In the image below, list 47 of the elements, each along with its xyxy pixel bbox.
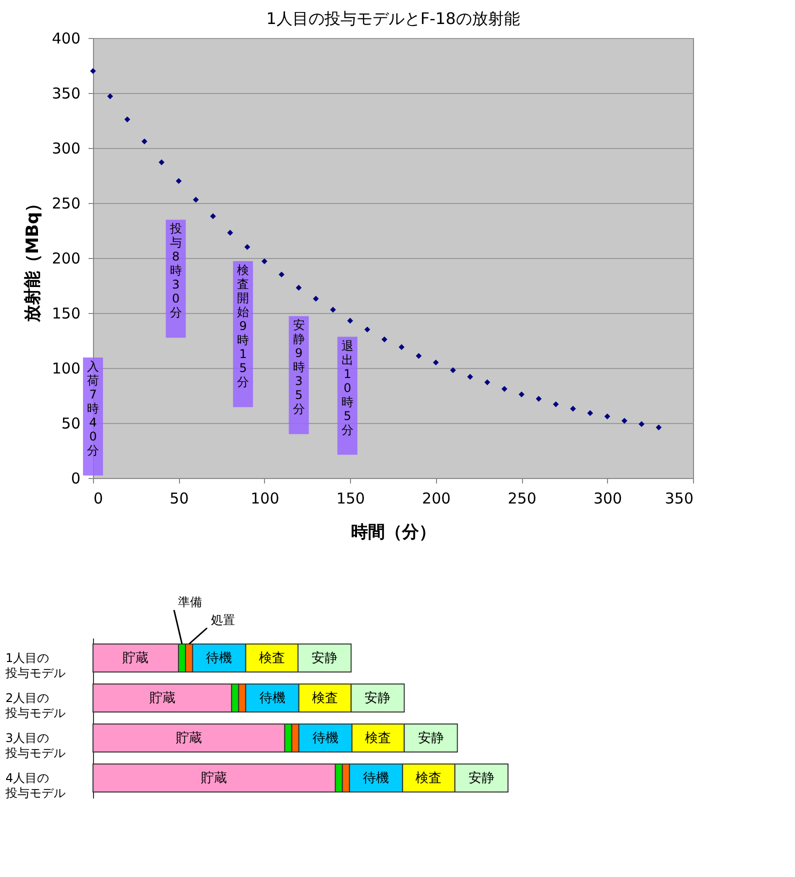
x-tick-label: 150 xyxy=(336,490,365,508)
y-tick-label: 250 xyxy=(52,194,80,212)
x-tick-label: 100 xyxy=(250,490,280,508)
text: 安静 xyxy=(468,771,494,786)
text: 処置 xyxy=(211,613,236,627)
y-tick-label: 150 xyxy=(52,304,80,322)
annotation: 安静 9時35分 xyxy=(292,318,305,416)
text: 貯蔵 xyxy=(176,731,202,746)
series-label: 待機 xyxy=(206,651,232,666)
y-tick-label: 350 xyxy=(52,84,80,102)
y-tick-label: 3人目の投与モデル xyxy=(4,731,66,760)
y-tick-label: 200 xyxy=(52,250,80,268)
y-tick-label: 100 xyxy=(52,360,80,378)
chart-title: 1人目の投与モデルとF-18の放射能 xyxy=(266,9,520,28)
text: 準備 xyxy=(178,595,202,609)
x-tick-label: 50 xyxy=(170,490,189,508)
x-tick-label: 350 xyxy=(664,490,694,508)
text: 検査 xyxy=(312,691,338,706)
y-tick-label: 4人目の投与モデル xyxy=(4,771,66,800)
x-tick-label: 200 xyxy=(422,490,451,508)
y-tick-label: 50 xyxy=(61,414,80,432)
series-label: 貯蔵 xyxy=(122,651,149,666)
text: 待機 xyxy=(312,731,338,746)
text: 安静 xyxy=(364,691,391,706)
series-label: 安静 xyxy=(312,650,338,666)
annotation: 投与 8時30分 xyxy=(168,222,182,320)
y-tick-label: 2人目の投与モデル xyxy=(4,691,66,720)
x-tick-label: 0 xyxy=(94,490,104,508)
text: 検査 xyxy=(416,771,442,786)
annotation: 入荷 7時40分 xyxy=(87,359,99,458)
y-tick-label: 0 xyxy=(70,470,80,488)
annotation: 退出 10時5分 xyxy=(341,338,354,437)
text: 安静 xyxy=(418,731,444,746)
text: 検査 xyxy=(365,731,392,746)
y-tick-label: 300 xyxy=(52,140,80,158)
text: 待機 xyxy=(363,771,390,786)
series-label: 検査 xyxy=(258,651,285,666)
y-tick-label: 400 xyxy=(52,30,80,48)
text: 貯蔵 xyxy=(201,771,228,786)
y-axis-title: 放射能（MBq） xyxy=(22,194,43,324)
text: 待機 xyxy=(259,691,286,706)
x-tick-label: 300 xyxy=(593,490,622,508)
y-tick-label: 1人目の投与モデル xyxy=(4,651,66,680)
text: 検査開始 9時15分 xyxy=(237,263,249,390)
text: 貯蔵 xyxy=(149,691,176,706)
x-tick-label: 250 xyxy=(508,490,536,508)
x-axis-title: 時間（分） xyxy=(351,522,436,542)
